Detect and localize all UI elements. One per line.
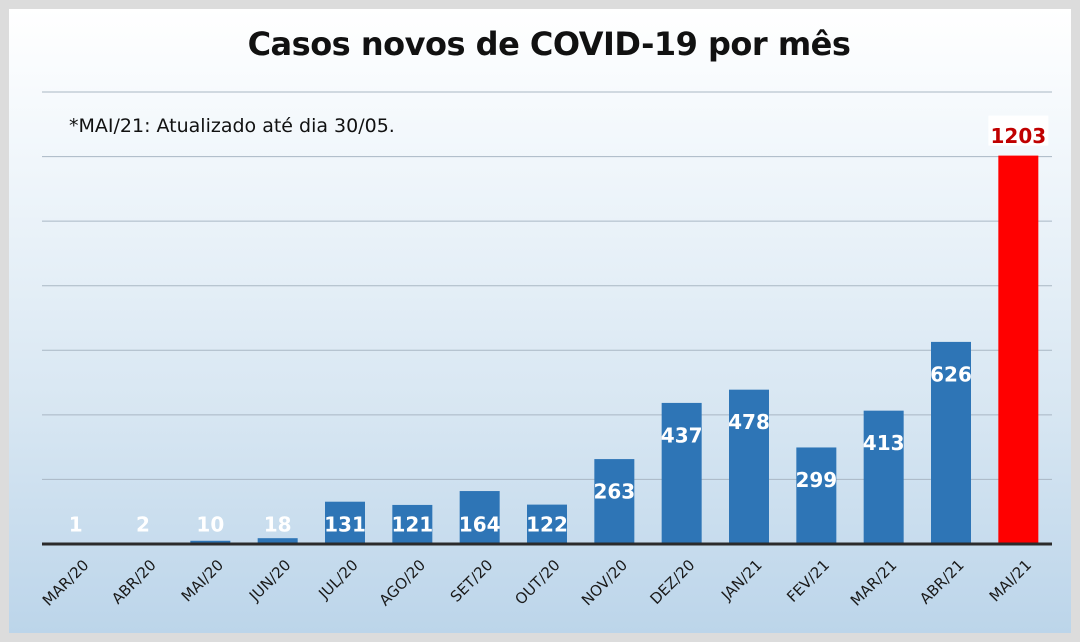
value-label: 1 bbox=[69, 513, 83, 537]
update-note: *MAI/21: Atualizado até dia 30/05. bbox=[69, 115, 395, 137]
value-labels: 1 2 10 18 131 121 164 122 263 437 478 299 413 626 1203 bbox=[69, 115, 1049, 537]
bar-mai-20 bbox=[190, 540, 231, 544]
value-label: 478 bbox=[728, 410, 770, 434]
value-label: 263 bbox=[593, 480, 635, 504]
gridlines bbox=[42, 91, 1052, 480]
x-tick-label: SET/20 bbox=[447, 556, 497, 606]
value-label: 18 bbox=[264, 513, 292, 537]
x-tick-label: MAI/21 bbox=[986, 556, 1035, 605]
x-tick-label: MAR/20 bbox=[39, 556, 93, 610]
value-label: 164 bbox=[459, 513, 501, 537]
bar-jul-20 bbox=[325, 501, 365, 544]
chart-title: Casos novos de COVID-19 por mês bbox=[247, 25, 851, 63]
value-label: 2 bbox=[136, 513, 150, 537]
bar-mai-21 bbox=[998, 155, 1039, 545]
value-label: 437 bbox=[661, 423, 703, 447]
value-label: 122 bbox=[526, 513, 568, 537]
bars-group bbox=[55, 155, 1039, 545]
x-tick-label: DEZ/20 bbox=[646, 556, 698, 608]
highlight-label-background bbox=[988, 115, 1049, 146]
x-tick-labels: MAR/20 ABR/20 MAI/20 JUN/20 JUL/20 AGO/20 SET/… bbox=[39, 556, 1035, 610]
value-label: 10 bbox=[196, 513, 224, 537]
bar-ago-20 bbox=[392, 504, 433, 544]
bar-fev-21 bbox=[796, 447, 837, 544]
x-tick-label: FEV/21 bbox=[783, 556, 833, 606]
bar-chart: 1 2 10 18 131 121 164 122 263 437 478 299 413 626 1203… bbox=[39, 91, 1052, 610]
bar-out-20 bbox=[527, 504, 567, 544]
bar-abr-21 bbox=[931, 341, 971, 544]
bar-dez-20 bbox=[661, 402, 702, 544]
x-tick-label: MAR/21 bbox=[847, 556, 901, 610]
bar-set-20 bbox=[459, 491, 500, 544]
value-label: 626 bbox=[930, 362, 972, 386]
x-tick-label: JUL/20 bbox=[314, 556, 361, 603]
x-tick-label: ABR/21 bbox=[916, 556, 968, 608]
bar-nov-20 bbox=[594, 459, 635, 544]
x-tick-label: JUN/20 bbox=[245, 556, 294, 605]
x-tick-label: ABR/20 bbox=[108, 556, 160, 608]
x-tick-label: AGO/20 bbox=[376, 556, 429, 609]
value-label: 121 bbox=[391, 513, 433, 537]
x-tick-label: NOV/20 bbox=[578, 556, 631, 609]
x-tick-label: OUT/20 bbox=[511, 556, 563, 608]
value-label: 299 bbox=[795, 468, 837, 492]
bar-jun-20 bbox=[257, 538, 298, 544]
bar-mar-21 bbox=[863, 410, 904, 544]
bar-jan-21 bbox=[729, 389, 769, 544]
value-label: 413 bbox=[863, 431, 905, 455]
value-label: 131 bbox=[324, 513, 366, 537]
value-label: 1203 bbox=[990, 124, 1046, 148]
x-tick-label: MAI/20 bbox=[178, 556, 227, 605]
x-tick-label: JAN/21 bbox=[717, 556, 766, 605]
